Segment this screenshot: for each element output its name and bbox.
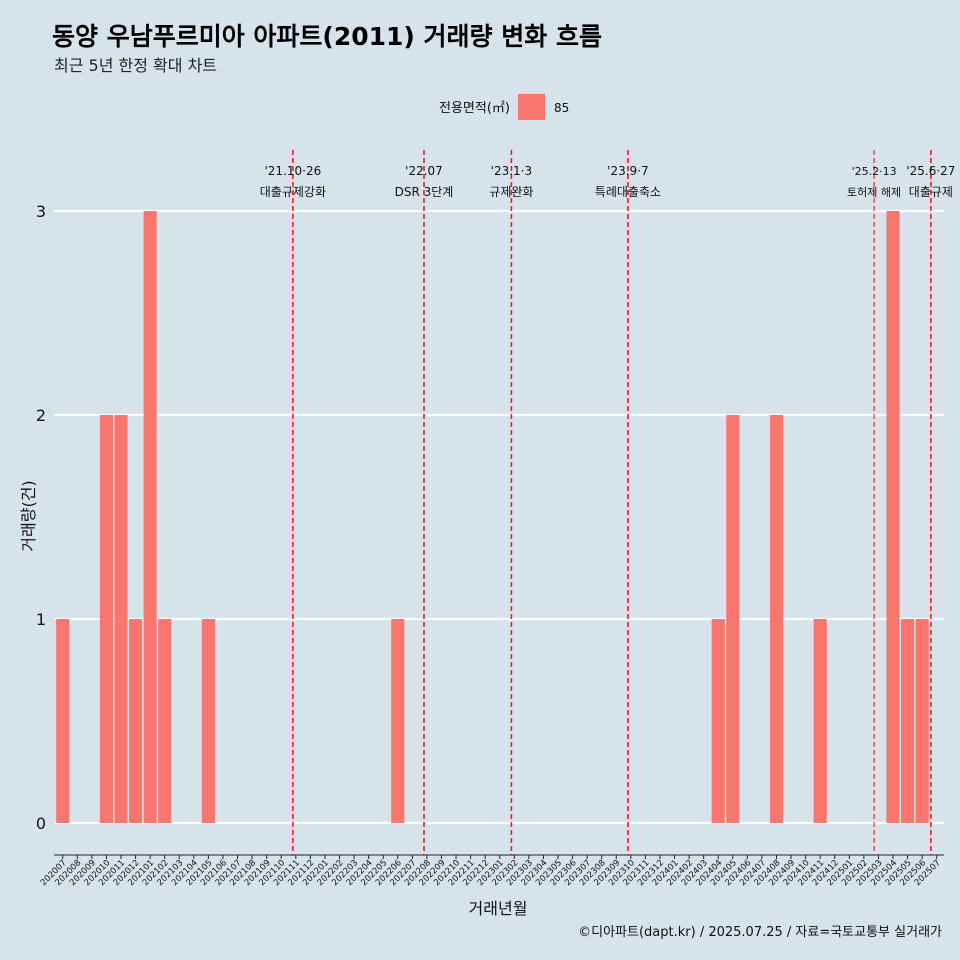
- annotation-date: '23.9·7: [607, 164, 648, 178]
- bar-202504: [886, 211, 900, 823]
- legend-label-85: 85: [554, 101, 569, 115]
- chart-title: 동양 우남푸르미아 아파트(2011) 거래량 변화 흐름: [52, 22, 602, 51]
- annotation-label: 규제완화: [489, 185, 533, 199]
- bar-202012: [129, 619, 143, 823]
- x-axis: 2020072020082020092020102020112020122021…: [39, 854, 944, 888]
- y-axis: 0 1 2 3: [36, 202, 46, 833]
- bar-202105: [201, 619, 215, 823]
- bar-202405: [726, 415, 740, 823]
- bars: [56, 211, 929, 823]
- y-tick-label: 0: [36, 814, 46, 833]
- bar-202102: [158, 619, 172, 823]
- legend-title: 전용면적(㎡): [439, 101, 510, 116]
- bar-202411: [813, 619, 827, 823]
- grid: [54, 209, 944, 825]
- annotation-date: '23.1·3: [491, 164, 532, 178]
- annotations: '21.10·26 대출규제강화 '22.07 DSR 3단계 '23.1·3 규제완화 '…: [260, 150, 955, 855]
- bar-202011: [114, 415, 128, 823]
- annotation-date: '22.07: [405, 164, 443, 178]
- annotation-label: 대출규제강화: [260, 185, 326, 199]
- bar-202404: [711, 619, 725, 823]
- bar-202505: [901, 619, 915, 823]
- annotation-date: '25.6·27: [906, 164, 955, 178]
- legend: 전용면적(㎡) 85: [439, 94, 569, 120]
- x-axis-label: 거래년월: [469, 899, 528, 918]
- bar-202206: [391, 619, 405, 823]
- bar-202010: [99, 415, 113, 823]
- legend-key-85: [518, 94, 545, 120]
- annotation-date: '25.2·13: [852, 165, 897, 178]
- chart-subtitle: 최근 5년 한정 확대 차트: [54, 56, 217, 75]
- bar-202506: [915, 619, 929, 823]
- annotation-label: 특례대출축소: [595, 185, 661, 199]
- bar-202007: [56, 619, 70, 823]
- y-tick-label: 2: [36, 406, 46, 425]
- annotation-label: DSR 3단계: [395, 185, 454, 199]
- bar-202408: [769, 415, 784, 823]
- annotation-date: '21.10·26: [265, 164, 322, 178]
- annotation-label: 대출규제: [909, 185, 953, 199]
- y-axis-label: 거래량(건): [19, 480, 38, 551]
- y-tick-label: 1: [36, 610, 46, 629]
- chart-caption: ©디아파트(dapt.kr) / 2025.07.25 / 자료=국토교통부 실…: [578, 925, 942, 940]
- annotation-label: 토허제 해제: [847, 185, 901, 199]
- y-tick-label: 3: [36, 202, 46, 221]
- bar-202101: [143, 211, 157, 823]
